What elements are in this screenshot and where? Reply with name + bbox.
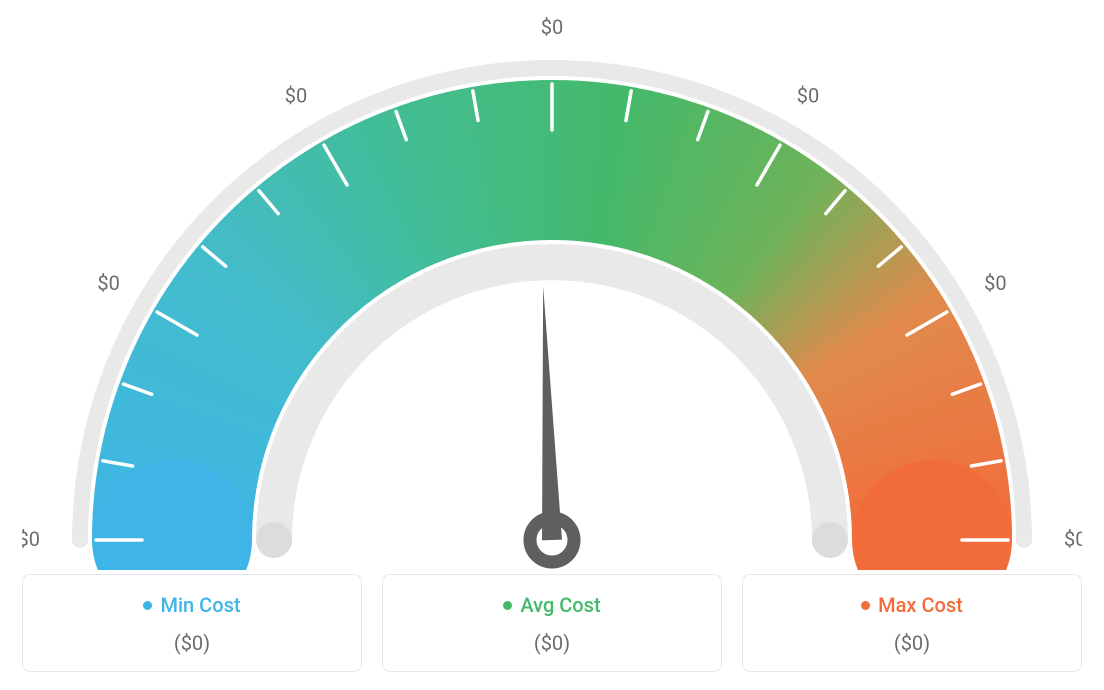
legend-title-min: Min Cost: [143, 593, 240, 617]
legend-title-avg: Avg Cost: [503, 593, 600, 617]
gauge-chart: $0 $0 $0 $0 $0 $0 $0 Min Cost ($0) Avg Cost ($…: [0, 0, 1104, 672]
svg-text:$0: $0: [541, 15, 563, 39]
legend-dot-min: [143, 601, 152, 610]
legend-value-max: ($0): [753, 631, 1071, 655]
svg-text:$0: $0: [97, 271, 119, 295]
legend-card-avg: Avg Cost ($0): [382, 574, 722, 672]
legend-row: Min Cost ($0) Avg Cost ($0) Max Cost ($0…: [22, 574, 1082, 672]
legend-value-min: ($0): [33, 631, 351, 655]
gauge-area: $0 $0 $0 $0 $0 $0 $0: [22, 10, 1082, 570]
svg-text:$0: $0: [984, 271, 1006, 295]
legend-title-max: Max Cost: [861, 593, 963, 617]
gauge-svg: $0 $0 $0 $0 $0 $0 $0: [22, 10, 1082, 570]
legend-card-max: Max Cost ($0): [742, 574, 1082, 672]
legend-value-avg: ($0): [393, 631, 711, 655]
legend-label-max: Max Cost: [878, 593, 963, 617]
svg-text:$0: $0: [285, 84, 307, 108]
svg-text:$0: $0: [1064, 527, 1082, 551]
legend-dot-avg: [503, 601, 512, 610]
legend-card-min: Min Cost ($0): [22, 574, 362, 672]
legend-label-min: Min Cost: [160, 593, 240, 617]
svg-text:$0: $0: [797, 84, 819, 108]
legend-dot-max: [861, 601, 870, 610]
legend-label-avg: Avg Cost: [520, 593, 600, 617]
svg-text:$0: $0: [22, 527, 40, 551]
